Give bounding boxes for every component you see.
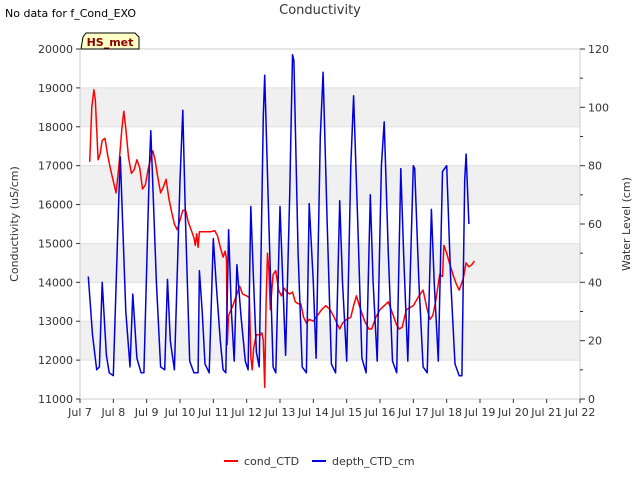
y2-tick-label: 20 (588, 335, 602, 348)
grid-band (80, 87, 580, 127)
x-axis: Jul 7 Jul 8 Jul 9 Jul 10 Jul 11 Jul 12 Jul 13 J… (67, 399, 595, 419)
y-axis-label: Conductivity (uS/cm) (8, 166, 21, 282)
y2-tick-label: 40 (588, 276, 602, 289)
badge-label: HS_met (87, 36, 134, 49)
x-tick-label: Jul 15 (330, 406, 362, 419)
x-tick-label: Jul 21 (530, 406, 562, 419)
y-tick-label: 12000 (38, 354, 73, 367)
x-tick-label: Jul 10 (164, 406, 196, 419)
x-tick-label: Jul 8 (100, 406, 125, 419)
x-tick-label: Jul 14 (297, 406, 329, 419)
y-axis-left: 11000 12000 13000 14000 15000 16000 17000 18000… (38, 43, 80, 406)
x-tick-label: Jul 12 (230, 406, 262, 419)
y2-tick-label: 100 (588, 101, 609, 114)
x-tick-label: Jul 11 (197, 406, 229, 419)
x-tick-label: Jul 7 (67, 406, 92, 419)
y-axis-right: 0 20 40 60 80 100 120 (580, 43, 609, 406)
legend: cond_CTD depth_CTD_cm (224, 455, 415, 468)
y-tick-label: 11000 (38, 393, 73, 406)
y-tick-label: 14000 (38, 276, 73, 289)
y2-tick-label: 60 (588, 218, 602, 231)
no-data-note: No data for f_Cond_EXO (5, 7, 137, 20)
x-tick-label: Jul 16 (364, 406, 396, 419)
x-tick-label: Jul 17 (397, 406, 429, 419)
x-tick-label: Jul 20 (497, 406, 529, 419)
x-tick-label: Jul 13 (264, 406, 296, 419)
chart-title: Conductivity (279, 3, 361, 18)
legend-label-cond: cond_CTD (244, 455, 299, 468)
y-tick-label: 13000 (38, 315, 73, 328)
y-tick-label: 16000 (38, 199, 73, 212)
y-tick-label: 18000 (38, 121, 73, 134)
y2-tick-label: 120 (588, 43, 609, 56)
y-tick-label: 17000 (38, 160, 73, 173)
hs-met-badge: HS_met (80, 32, 140, 50)
series-lines (87, 54, 476, 389)
y2-tick-label: 0 (588, 393, 595, 406)
cond-ctd-line (88, 89, 476, 389)
legend-label-depth: depth_CTD_cm (332, 455, 415, 468)
y-tick-label: 20000 (38, 43, 73, 56)
x-tick-label: Jul 18 (430, 406, 462, 419)
x-tick-label: Jul 22 (564, 406, 596, 419)
y-tick-label: 15000 (38, 237, 73, 250)
y2-axis-label: Water Level (cm) (620, 177, 633, 271)
grid-band (80, 243, 580, 283)
grid-band (80, 165, 580, 205)
y-tick-label: 19000 (38, 82, 73, 95)
x-tick-label: Jul 19 (464, 406, 496, 419)
y2-tick-label: 80 (588, 160, 602, 173)
depth-ctd-line (87, 54, 470, 377)
x-tick-label: Jul 9 (134, 406, 159, 419)
